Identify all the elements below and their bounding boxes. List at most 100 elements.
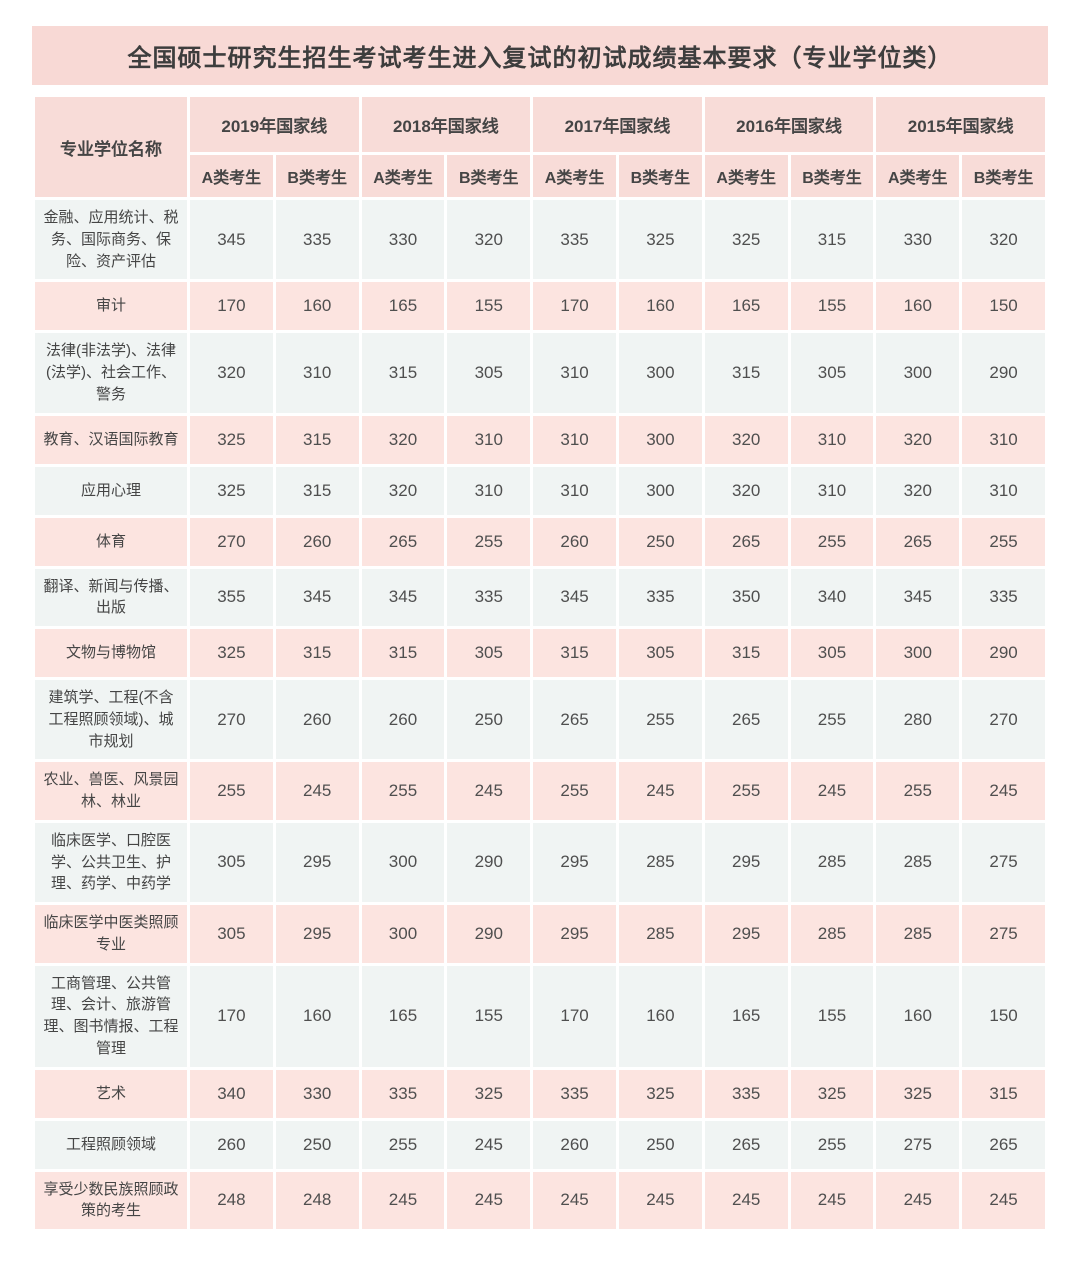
- score-cell: 300: [618, 415, 702, 464]
- score-cell: 170: [190, 965, 273, 1067]
- score-cell: 170: [190, 282, 273, 331]
- score-cell: 245: [790, 1171, 874, 1229]
- table-row: 建筑学、工程(不含工程照顾领域)、城市规划 270 260 260 250 265 255 2…: [35, 680, 1045, 760]
- score-cell: 165: [361, 965, 445, 1067]
- score-cell: 325: [618, 1069, 702, 1118]
- score-cell: 150: [962, 282, 1045, 331]
- score-cell: 150: [962, 965, 1045, 1067]
- score-cell: 245: [876, 1171, 960, 1229]
- category-header-b: B类考生: [275, 155, 359, 197]
- score-cell: 325: [790, 1069, 874, 1118]
- score-cell: 265: [704, 517, 788, 566]
- score-cell: 255: [361, 762, 445, 820]
- score-cell: 295: [275, 822, 359, 902]
- column-header-degree-name: 专业学位名称: [35, 97, 187, 197]
- table-row: 审计 170 160 165 155 170 160 165 155 160 150: [35, 282, 1045, 331]
- score-cell: 325: [190, 415, 273, 464]
- score-cell: 265: [361, 517, 445, 566]
- table-row: 法律(非法学)、法律(法学)、社会工作、警务 320 310 315 305 310 300…: [35, 333, 1045, 413]
- score-cell: 285: [790, 822, 874, 902]
- score-cell: 275: [962, 905, 1045, 963]
- category-header-b: B类考生: [962, 155, 1045, 197]
- score-cell: 290: [447, 822, 531, 902]
- score-cell: 335: [533, 200, 616, 280]
- score-cell: 295: [533, 905, 616, 963]
- score-cell: 245: [962, 762, 1045, 820]
- table-body: 金融、应用统计、税务、国际商务、保险、资产评估 345 335 330 320 335 32…: [35, 200, 1045, 1229]
- table-row: 工程照顾领域 260 250 255 245 260 250 265 255 275 265: [35, 1120, 1045, 1169]
- degree-name-cell: 金融、应用统计、税务、国际商务、保险、资产评估: [35, 200, 187, 280]
- score-cell: 335: [704, 1069, 788, 1118]
- score-cell: 330: [361, 200, 445, 280]
- score-cell: 255: [704, 762, 788, 820]
- score-cell: 285: [618, 905, 702, 963]
- score-cell: 160: [618, 965, 702, 1067]
- score-cell: 260: [533, 517, 616, 566]
- score-cell: 245: [704, 1171, 788, 1229]
- score-cell: 315: [962, 1069, 1045, 1118]
- score-cell: 345: [190, 200, 273, 280]
- score-cell: 320: [190, 333, 273, 413]
- table-row: 农业、兽医、风景园林、林业 255 245 255 245 255 245 255 245 255…: [35, 762, 1045, 820]
- score-cell: 305: [790, 333, 874, 413]
- score-cell: 245: [447, 1120, 531, 1169]
- year-header-2018: 2018年国家线: [361, 97, 531, 152]
- score-table: 专业学位名称 2019年国家线 2018年国家线 2017年国家线 2016年国家线 2…: [32, 94, 1048, 1232]
- score-cell: 270: [190, 680, 273, 760]
- degree-name-cell: 工商管理、公共管理、会计、旅游管理、图书情报、工程管理: [35, 965, 187, 1067]
- score-cell: 340: [790, 568, 874, 626]
- score-cell: 295: [704, 905, 788, 963]
- score-cell: 320: [876, 466, 960, 515]
- score-cell: 245: [962, 1171, 1045, 1229]
- score-cell: 255: [447, 517, 531, 566]
- score-cell: 315: [275, 415, 359, 464]
- category-header-b: B类考生: [618, 155, 702, 197]
- score-cell: 165: [704, 282, 788, 331]
- score-cell: 300: [618, 333, 702, 413]
- score-cell: 355: [190, 568, 273, 626]
- year-header-2017: 2017年国家线: [533, 97, 702, 152]
- score-cell: 305: [190, 905, 273, 963]
- score-cell: 310: [790, 466, 874, 515]
- table-row: 临床医学、口腔医学、公共卫生、护理、药学、中药学 305 295 300 290 295 2…: [35, 822, 1045, 902]
- header-row-years: 专业学位名称 2019年国家线 2018年国家线 2017年国家线 2016年国家线 2…: [35, 97, 1045, 197]
- score-cell: 300: [876, 333, 960, 413]
- score-cell: 325: [618, 200, 702, 280]
- degree-name-cell: 教育、汉语国际教育: [35, 415, 187, 464]
- score-cell: 248: [275, 1171, 359, 1229]
- year-header-2016: 2016年国家线: [704, 97, 874, 152]
- score-cell: 290: [962, 333, 1045, 413]
- score-cell: 310: [533, 333, 616, 413]
- score-cell: 265: [962, 1120, 1045, 1169]
- score-cell: 255: [190, 762, 273, 820]
- score-cell: 265: [876, 517, 960, 566]
- score-cell: 325: [447, 1069, 531, 1118]
- page-title: 全国硕士研究生招生考试考生进入复试的初试成绩基本要求（专业学位类）: [32, 26, 1048, 85]
- degree-name-cell: 艺术: [35, 1069, 187, 1118]
- degree-name-cell: 审计: [35, 282, 187, 331]
- score-cell: 248: [190, 1171, 273, 1229]
- score-cell: 315: [275, 466, 359, 515]
- score-cell: 345: [275, 568, 359, 626]
- score-cell: 310: [790, 415, 874, 464]
- score-cell: 245: [618, 762, 702, 820]
- table-row: 文物与博物馆 325 315 315 305 315 305 315 305 300 290: [35, 629, 1045, 677]
- score-cell: 160: [618, 282, 702, 331]
- degree-name-cell: 应用心理: [35, 466, 187, 515]
- category-header-a: A类考生: [533, 155, 616, 197]
- score-cell: 325: [704, 200, 788, 280]
- score-cell: 155: [790, 965, 874, 1067]
- score-cell: 265: [704, 680, 788, 760]
- score-cell: 335: [962, 568, 1045, 626]
- score-cell: 245: [447, 762, 531, 820]
- score-cell: 255: [790, 1120, 874, 1169]
- score-cell: 305: [447, 333, 531, 413]
- score-cell: 265: [704, 1120, 788, 1169]
- score-cell: 285: [876, 822, 960, 902]
- category-header-a: A类考生: [190, 155, 273, 197]
- score-cell: 245: [361, 1171, 445, 1229]
- table-row: 金融、应用统计、税务、国际商务、保险、资产评估 345 335 330 320 335 32…: [35, 200, 1045, 280]
- table-row: 翻译、新闻与传播、出版 355 345 345 335 345 335 350 340 345 33…: [35, 568, 1045, 626]
- table-row: 体育 270 260 265 255 260 250 265 255 265 255: [35, 517, 1045, 566]
- score-cell: 320: [962, 200, 1045, 280]
